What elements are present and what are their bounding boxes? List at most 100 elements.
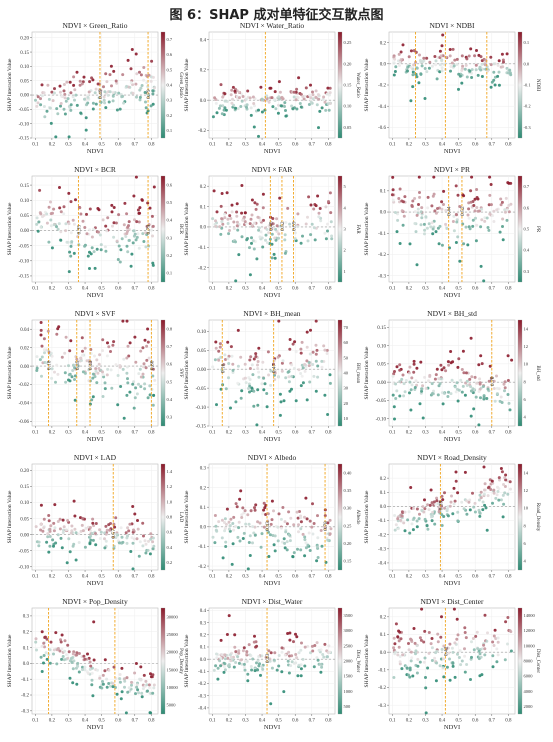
scatter-point <box>140 84 144 87</box>
scatter-point <box>422 59 426 63</box>
x-tick-label: 0.4 <box>439 575 446 580</box>
scatter-point <box>319 219 323 223</box>
scatter-point <box>62 525 66 529</box>
scatter-point <box>324 205 328 209</box>
colorbar-label: LAD <box>178 512 183 523</box>
scatter-point <box>47 205 51 209</box>
scatter-point <box>504 473 508 477</box>
scatter-point <box>470 68 474 72</box>
scatter-point <box>423 507 427 511</box>
scatter-point <box>38 188 42 192</box>
scatter-point <box>438 49 442 53</box>
colorbar-tick-label: 14000 <box>524 613 536 618</box>
scatter-point <box>465 75 469 79</box>
scatter-point <box>440 647 444 651</box>
scatter-point <box>228 524 232 528</box>
scatter-point <box>277 232 281 236</box>
scatter-point <box>122 101 126 105</box>
scatter-point <box>59 536 63 540</box>
scatter-point <box>414 230 418 234</box>
x-tick-label: 0.8 <box>505 287 512 292</box>
scatter-point <box>418 191 421 194</box>
scatter-point <box>469 47 473 51</box>
scatter-point <box>147 356 151 360</box>
scatter-point <box>279 526 283 530</box>
scatter-point <box>145 81 149 85</box>
scatter-point <box>294 653 298 656</box>
threshold-label: 0.79 <box>146 225 152 235</box>
scatter-point <box>86 671 90 675</box>
scatter-point <box>420 389 424 393</box>
x-tick-label: 0.5 <box>456 431 463 436</box>
scatter-point <box>236 107 240 111</box>
scatter-point <box>65 653 68 657</box>
scatter-point <box>247 541 251 544</box>
scatter-point <box>428 373 432 377</box>
scatter-point <box>311 363 315 366</box>
scatter-point <box>322 95 326 99</box>
colorbar-tick-label: 3000 <box>344 628 354 633</box>
scatter-point <box>305 359 309 363</box>
scatter-point <box>218 342 222 346</box>
colorbar-tick-label: 0.6 <box>167 530 173 535</box>
scatter-point <box>262 508 266 512</box>
scatter-point <box>51 99 55 103</box>
scatter-point <box>420 387 424 391</box>
scatter-point <box>224 108 228 112</box>
scatter-point <box>411 70 415 74</box>
scatter-point <box>409 408 413 412</box>
colorbar-tick-label: 0.25 <box>344 40 353 45</box>
scatter-point <box>315 545 319 549</box>
scatter-point <box>112 235 116 239</box>
scatter-point <box>299 667 303 671</box>
scatter-point <box>311 532 315 536</box>
scatter-point <box>81 349 84 353</box>
scatter-point <box>34 637 38 641</box>
scatter-point <box>262 376 266 380</box>
scatter-point <box>465 663 469 666</box>
scatter-point <box>232 515 236 519</box>
scatter-point <box>285 548 289 552</box>
scatter-point <box>68 349 72 353</box>
scatter-point <box>264 238 267 242</box>
scatter-point <box>221 222 225 226</box>
scatter-point <box>270 666 274 670</box>
scatter-point <box>410 522 414 526</box>
scatter-point <box>36 229 40 233</box>
scatter-point <box>449 392 453 396</box>
scatter-point <box>415 75 419 79</box>
scatter-point <box>472 505 476 509</box>
scatter-point <box>248 246 251 250</box>
scatter-point <box>447 390 450 394</box>
scatter-point <box>140 695 144 699</box>
scatter-point <box>90 235 94 239</box>
scatter-point <box>66 519 70 522</box>
scatter-point <box>54 541 58 545</box>
scatter-point <box>48 544 52 548</box>
scatter-point <box>52 652 55 656</box>
scatter-point <box>461 384 465 388</box>
scatter-point <box>149 675 153 679</box>
scatter-point <box>223 517 227 521</box>
scatter-point <box>471 491 474 495</box>
scatter-point <box>500 52 504 56</box>
y-tick-label: -0.1 <box>198 670 206 675</box>
scatter-point <box>411 674 415 678</box>
scatter-point <box>134 692 137 696</box>
scatter-point <box>307 364 311 368</box>
scatter-point <box>497 476 501 480</box>
colorbar-tick-label: 15000 <box>167 667 179 672</box>
scatter-point <box>467 207 471 211</box>
scatter-point <box>253 533 257 537</box>
scatter-point <box>398 363 402 367</box>
x-tick-label: 0.7 <box>489 287 496 292</box>
scatter-point <box>491 501 494 505</box>
y-axis-label: SHAP Interaction Value <box>364 490 370 543</box>
scatter-point <box>219 664 223 668</box>
scatter-point <box>133 335 137 339</box>
scatter-point <box>68 676 72 680</box>
scatter-point <box>468 69 472 73</box>
scatter-point <box>402 394 406 398</box>
scatter-point <box>272 658 276 662</box>
scatter-point <box>225 653 229 657</box>
